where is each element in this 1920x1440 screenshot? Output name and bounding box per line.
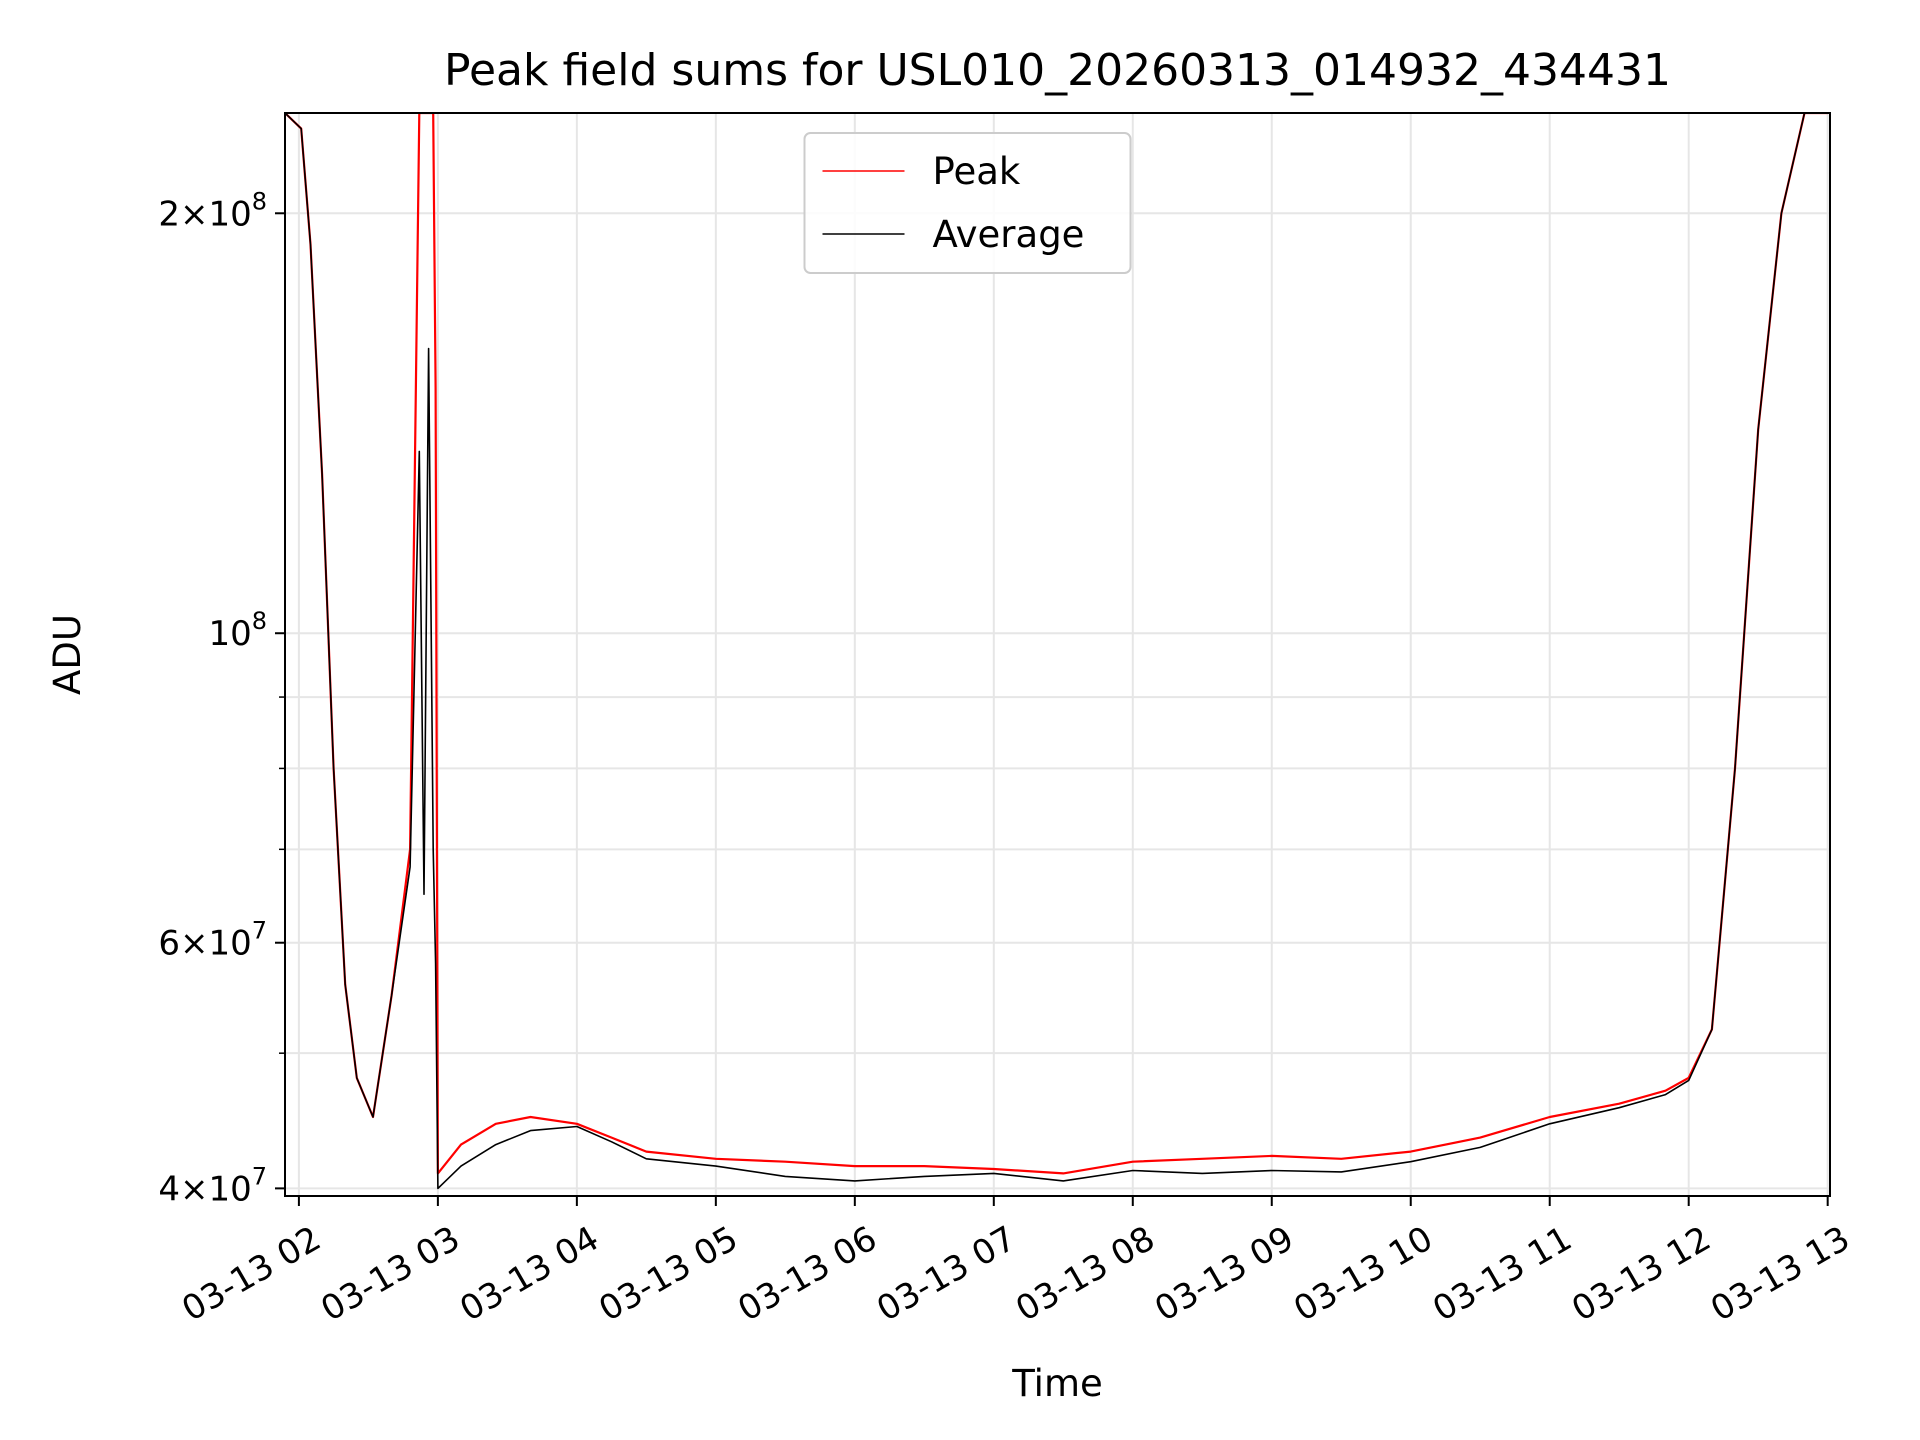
plot-frame bbox=[284, 112, 1831, 1197]
legend-label-peak: Peak bbox=[933, 150, 1021, 193]
series-layer bbox=[285, 113, 1828, 1190]
y-tick-label: 6×107 bbox=[158, 917, 267, 964]
y-axis-title: ADU bbox=[46, 614, 89, 695]
grid-layer bbox=[285, 113, 1830, 1196]
chart-title: Peak field sums for USL010_20260313_0149… bbox=[444, 45, 1671, 96]
y-tick-label: 2×108 bbox=[158, 187, 267, 234]
y-tick-label: 4×107 bbox=[158, 1162, 267, 1209]
legend-box bbox=[803, 132, 1132, 274]
y-tick-label: 108 bbox=[208, 607, 267, 654]
series-line-average bbox=[285, 113, 1828, 1190]
legend-label-average: Average bbox=[933, 213, 1085, 256]
legend: Peak Average bbox=[803, 132, 1132, 274]
x-axis-title: Time bbox=[1011, 1362, 1103, 1405]
